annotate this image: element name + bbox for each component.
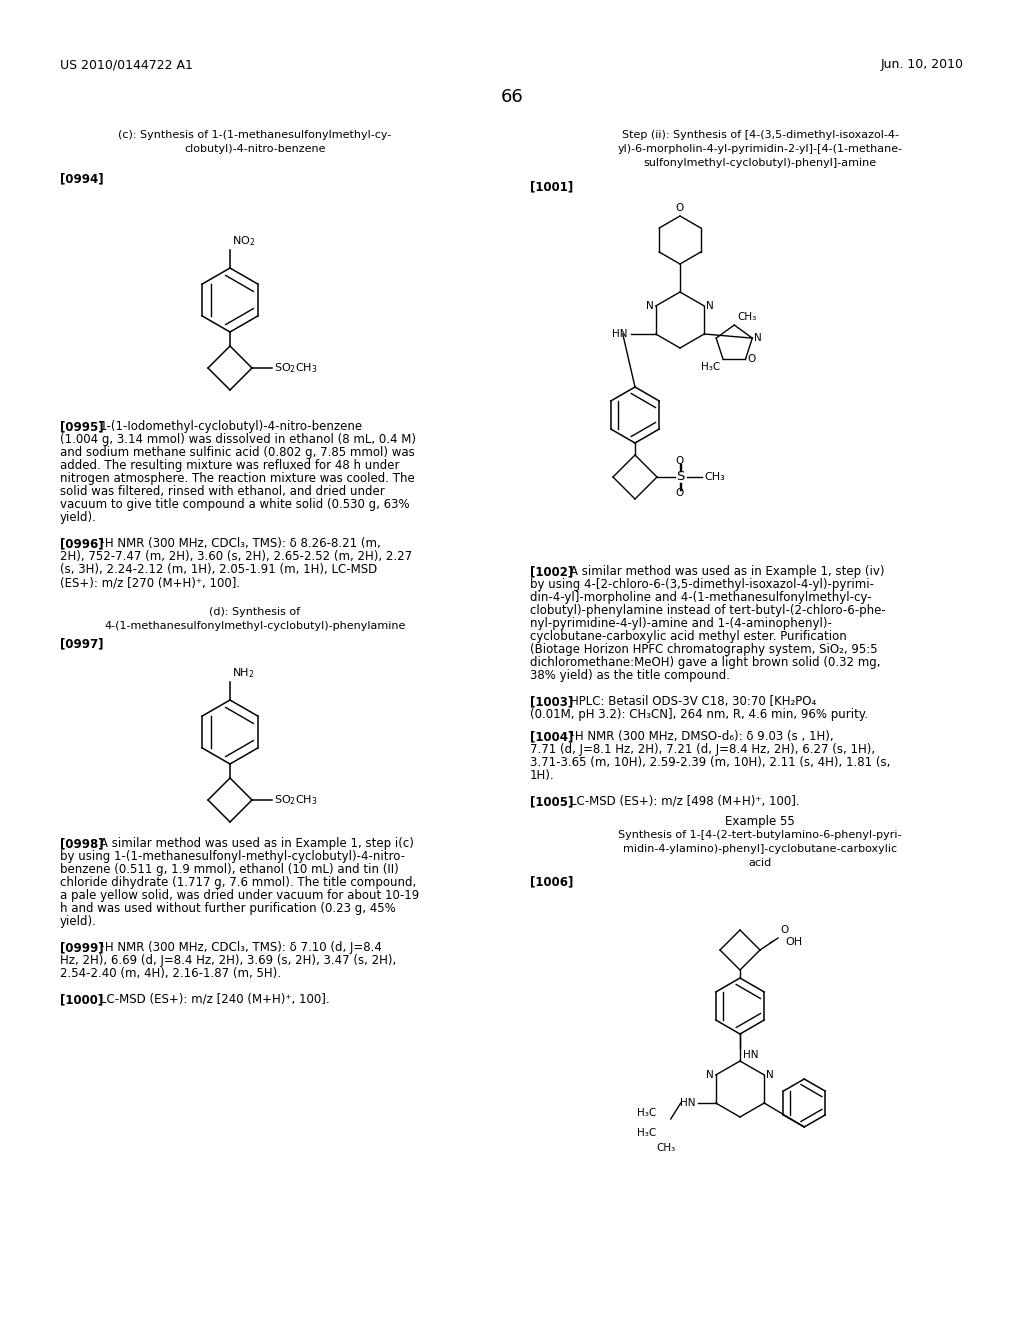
Text: NO$_2$: NO$_2$: [232, 234, 255, 248]
Text: H₃C: H₃C: [700, 363, 720, 372]
Text: O: O: [676, 488, 684, 498]
Text: H₃C: H₃C: [637, 1107, 655, 1118]
Text: N: N: [766, 1071, 774, 1080]
Text: [1006]: [1006]: [530, 875, 573, 888]
Text: 38% yield) as the title compound.: 38% yield) as the title compound.: [530, 669, 730, 682]
Text: Synthesis of 1-[4-(2-tert-butylamino-6-phenyl-pyri-: Synthesis of 1-[4-(2-tert-butylamino-6-p…: [618, 830, 902, 840]
Text: yield).: yield).: [60, 915, 97, 928]
Text: CH₃: CH₃: [656, 1143, 676, 1152]
Text: [1001]: [1001]: [530, 180, 573, 193]
Text: [0994]: [0994]: [60, 172, 103, 185]
Text: benzene (0.511 g, 1.9 mmol), ethanol (10 mL) and tin (II): benzene (0.511 g, 1.9 mmol), ethanol (10…: [60, 863, 398, 876]
Text: 7.71 (d, J=8.1 Hz, 2H), 7.21 (d, J=8.4 Hz, 2H), 6.27 (s, 1H),: 7.71 (d, J=8.1 Hz, 2H), 7.21 (d, J=8.4 H…: [530, 743, 876, 756]
Text: O: O: [676, 455, 684, 466]
Text: HN: HN: [612, 329, 628, 339]
Text: O: O: [676, 203, 684, 213]
Text: 1H).: 1H).: [530, 770, 555, 781]
Text: Jun. 10, 2010: Jun. 10, 2010: [881, 58, 964, 71]
Text: [0998]: [0998]: [60, 837, 103, 850]
Text: N: N: [646, 301, 653, 312]
Text: Hz, 2H), 6.69 (d, J=8.4 Hz, 2H), 3.69 (s, 2H), 3.47 (s, 2H),: Hz, 2H), 6.69 (d, J=8.4 Hz, 2H), 3.69 (s…: [60, 954, 396, 968]
Text: nyl-pyrimidine-4-yl)-amine and 1-(4-aminophenyl)-: nyl-pyrimidine-4-yl)-amine and 1-(4-amin…: [530, 616, 831, 630]
Text: SO$_2$CH$_3$: SO$_2$CH$_3$: [274, 793, 317, 807]
Text: A similar method was used as in Example 1, step i(c): A similar method was used as in Example …: [100, 837, 414, 850]
Text: Step (ii): Synthesis of [4-(3,5-dimethyl-isoxazol-4-: Step (ii): Synthesis of [4-(3,5-dimethyl…: [622, 129, 898, 140]
Text: N: N: [707, 301, 714, 312]
Text: clobutyl)-phenylamine instead of tert-butyl-(2-chloro-6-phe-: clobutyl)-phenylamine instead of tert-bu…: [530, 605, 886, 616]
Text: Example 55: Example 55: [725, 814, 795, 828]
Text: SO$_2$CH$_3$: SO$_2$CH$_3$: [274, 362, 317, 375]
Text: (Biotage Horizon HPFC chromatography system, SiO₂, 95:5: (Biotage Horizon HPFC chromatography sys…: [530, 643, 878, 656]
Text: 2.54-2.40 (m, 4H), 2.16-1.87 (m, 5H).: 2.54-2.40 (m, 4H), 2.16-1.87 (m, 5H).: [60, 968, 281, 979]
Text: by using 4-[2-chloro-6-(3,5-dimethyl-isoxazol-4-yl)-pyrimi-: by using 4-[2-chloro-6-(3,5-dimethyl-iso…: [530, 578, 874, 591]
Text: H₃C: H₃C: [637, 1129, 655, 1138]
Text: clobutyl)-4-nitro-benzene: clobutyl)-4-nitro-benzene: [184, 144, 326, 154]
Text: [0996]: [0996]: [60, 537, 103, 550]
Text: added. The resulting mixture was refluxed for 48 h under: added. The resulting mixture was refluxe…: [60, 459, 399, 473]
Text: midin-4-ylamino)-phenyl]-cyclobutane-carboxylic: midin-4-ylamino)-phenyl]-cyclobutane-car…: [623, 843, 897, 854]
Text: HN: HN: [680, 1098, 695, 1107]
Text: cyclobutane-carboxylic acid methyl ester. Purification: cyclobutane-carboxylic acid methyl ester…: [530, 630, 847, 643]
Text: [1000]: [1000]: [60, 993, 103, 1006]
Text: [0999]: [0999]: [60, 941, 103, 954]
Text: CH₃: CH₃: [705, 473, 725, 482]
Text: US 2010/0144722 A1: US 2010/0144722 A1: [60, 58, 193, 71]
Text: O: O: [780, 925, 788, 935]
Text: chloride dihydrate (1.717 g, 7.6 mmol). The title compound,: chloride dihydrate (1.717 g, 7.6 mmol). …: [60, 876, 416, 888]
Text: OH: OH: [785, 937, 802, 946]
Text: h and was used without further purification (0.23 g, 45%: h and was used without further purificat…: [60, 902, 395, 915]
Text: (1.004 g, 3.14 mmol) was dissolved in ethanol (8 mL, 0.4 M): (1.004 g, 3.14 mmol) was dissolved in et…: [60, 433, 416, 446]
Text: 3.71-3.65 (m, 10H), 2.59-2.39 (m, 10H), 2.11 (s, 4H), 1.81 (s,: 3.71-3.65 (m, 10H), 2.59-2.39 (m, 10H), …: [530, 756, 891, 770]
Text: vacuum to give title compound a white solid (0.530 g, 63%: vacuum to give title compound a white so…: [60, 498, 410, 511]
Text: LC-MSD (ES+): m/z [498 (M+H)⁺, 100].: LC-MSD (ES+): m/z [498 (M+H)⁺, 100].: [570, 795, 800, 808]
Text: din-4-yl]-morpholine and 4-(1-methanesulfonylmethyl-cy-: din-4-yl]-morpholine and 4-(1-methanesul…: [530, 591, 871, 605]
Text: ¹H NMR (300 MHz, CDCl₃, TMS): δ 8.26-8.21 (m,: ¹H NMR (300 MHz, CDCl₃, TMS): δ 8.26-8.2…: [100, 537, 381, 550]
Text: HPLC: Betasil ODS-3V C18, 30:70 [KH₂PO₄: HPLC: Betasil ODS-3V C18, 30:70 [KH₂PO₄: [570, 696, 816, 708]
Text: [0995]: [0995]: [60, 420, 103, 433]
Text: (s, 3H), 2.24-2.12 (m, 1H), 2.05-1.91 (m, 1H), LC-MSD: (s, 3H), 2.24-2.12 (m, 1H), 2.05-1.91 (m…: [60, 564, 377, 576]
Text: ¹H NMR (300 MHz, CDCl₃, TMS): δ 7.10 (d, J=8.4: ¹H NMR (300 MHz, CDCl₃, TMS): δ 7.10 (d,…: [100, 941, 382, 954]
Text: ¹H NMR (300 MHz, DMSO-d₆): δ 9.03 (s , 1H),: ¹H NMR (300 MHz, DMSO-d₆): δ 9.03 (s , 1…: [570, 730, 834, 743]
Text: [1004]: [1004]: [530, 730, 573, 743]
Text: dichloromethane:MeOH) gave a light brown solid (0.32 mg,: dichloromethane:MeOH) gave a light brown…: [530, 656, 881, 669]
Text: sulfonylmethyl-cyclobutyl)-phenyl]-amine: sulfonylmethyl-cyclobutyl)-phenyl]-amine: [643, 158, 877, 168]
Text: S: S: [676, 470, 684, 483]
Text: [1003]: [1003]: [530, 696, 573, 708]
Text: 4-(1-methanesulfonylmethyl-cyclobutyl)-phenylamine: 4-(1-methanesulfonylmethyl-cyclobutyl)-p…: [104, 620, 406, 631]
Text: N: N: [755, 333, 762, 343]
Text: A similar method was used as in Example 1, step (iv): A similar method was used as in Example …: [570, 565, 885, 578]
Text: [1005]: [1005]: [530, 795, 573, 808]
Text: (ES+): m/z [270 (M+H)⁺, 100].: (ES+): m/z [270 (M+H)⁺, 100].: [60, 576, 240, 589]
Text: (0.01M, pH 3.2): CH₃CN], 264 nm, R, 4.6 min, 96% purity.: (0.01M, pH 3.2): CH₃CN], 264 nm, R, 4.6 …: [530, 708, 868, 721]
Text: N: N: [706, 1071, 714, 1080]
Text: 66: 66: [501, 88, 523, 106]
Text: O: O: [748, 354, 756, 364]
Text: [1002]: [1002]: [530, 565, 573, 578]
Text: nitrogen atmosphere. The reaction mixture was cooled. The: nitrogen atmosphere. The reaction mixtur…: [60, 473, 415, 484]
Text: (c): Synthesis of 1-(1-methanesulfonylmethyl-cy-: (c): Synthesis of 1-(1-methanesulfonylme…: [119, 129, 391, 140]
Text: CH₃: CH₃: [737, 312, 757, 322]
Text: by using 1-(1-methanesulfonyl-methyl-cyclobutyl)-4-nitro-: by using 1-(1-methanesulfonyl-methyl-cyc…: [60, 850, 406, 863]
Text: NH$_2$: NH$_2$: [232, 667, 255, 680]
Text: 1-(1-Iodomethyl-cyclobutyl)-4-nitro-benzene: 1-(1-Iodomethyl-cyclobutyl)-4-nitro-benz…: [100, 420, 364, 433]
Text: yield).: yield).: [60, 511, 97, 524]
Text: HN: HN: [743, 1049, 759, 1060]
Text: solid was filtered, rinsed with ethanol, and dried under: solid was filtered, rinsed with ethanol,…: [60, 484, 385, 498]
Text: yl)-6-morpholin-4-yl-pyrimidin-2-yl]-[4-(1-methane-: yl)-6-morpholin-4-yl-pyrimidin-2-yl]-[4-…: [617, 144, 902, 154]
Text: acid: acid: [749, 858, 772, 869]
Text: a pale yellow solid, was dried under vacuum for about 10-19: a pale yellow solid, was dried under vac…: [60, 888, 419, 902]
Text: and sodium methane sulfinic acid (0.802 g, 7.85 mmol) was: and sodium methane sulfinic acid (0.802 …: [60, 446, 415, 459]
Text: LC-MSD (ES+): m/z [240 (M+H)⁺, 100].: LC-MSD (ES+): m/z [240 (M+H)⁺, 100].: [100, 993, 330, 1006]
Text: 2H), 752-7.47 (m, 2H), 3.60 (s, 2H), 2.65-2.52 (m, 2H), 2.27: 2H), 752-7.47 (m, 2H), 3.60 (s, 2H), 2.6…: [60, 550, 412, 564]
Text: [0997]: [0997]: [60, 638, 103, 649]
Text: (d): Synthesis of: (d): Synthesis of: [210, 607, 301, 616]
